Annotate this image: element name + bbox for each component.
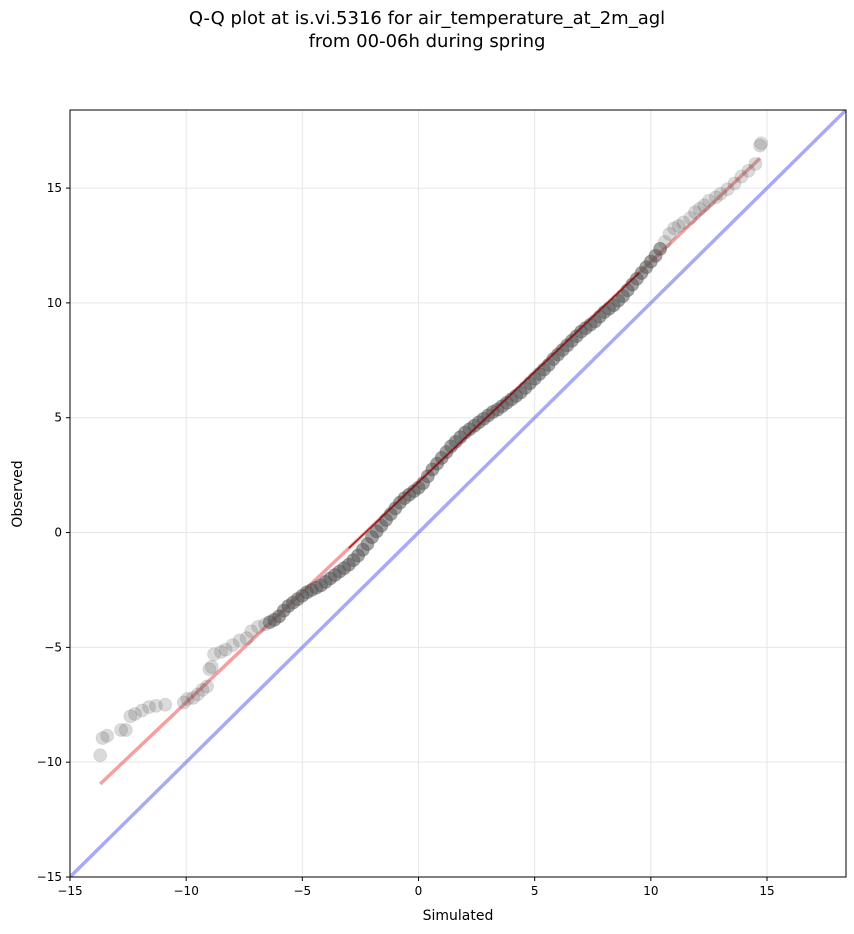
y-tick-label: 0: [54, 526, 62, 540]
quantile-point: [754, 136, 769, 151]
quantile-point: [667, 221, 682, 236]
y-tick-label: 10: [47, 296, 62, 310]
x-tick-label: 10: [643, 884, 658, 898]
chart-subtitle: from 00-06h during spring: [308, 31, 546, 52]
x-tick-label: 0: [415, 884, 423, 898]
quantile-point: [135, 703, 150, 718]
quantile-point: [123, 709, 138, 724]
quantile-point: [683, 210, 698, 225]
quantile-point: [207, 647, 222, 662]
quantile-point: [95, 731, 110, 746]
y-axis-label: Observed: [10, 460, 26, 527]
x-axis-label: Simulated: [423, 908, 494, 924]
quantile-point: [753, 138, 768, 153]
quantile-point: [708, 190, 723, 205]
y-tick-label: −5: [44, 640, 62, 654]
x-tick-label: −5: [293, 884, 311, 898]
quantile-point: [713, 186, 728, 201]
quantile-point: [148, 698, 163, 713]
quantile-point: [692, 201, 707, 216]
y-tick-label: −15: [37, 870, 62, 884]
quantile-point: [232, 633, 247, 648]
quantile-point: [190, 687, 205, 702]
fit-line-overlay: [348, 272, 640, 549]
quantile-point: [225, 638, 240, 653]
x-axis: −15 −10 −5 0 5 10 15: [57, 877, 775, 898]
quantile-point: [202, 662, 217, 677]
x-tick-label: −15: [57, 884, 82, 898]
quantile-point: [701, 193, 716, 208]
quantile-point: [748, 156, 763, 171]
quantile-point: [128, 706, 143, 721]
quantile-point: [734, 169, 749, 184]
quantile-point: [653, 241, 668, 256]
quantile-point: [218, 642, 233, 657]
quantile-point: [204, 659, 219, 674]
quantile-point: [244, 624, 259, 639]
quantile-point: [239, 631, 254, 646]
quantile-point: [727, 176, 742, 191]
quantile-point: [741, 163, 756, 178]
quantile-point: [186, 690, 201, 705]
quantile-point: [118, 723, 133, 738]
quantile-point: [176, 695, 191, 710]
plot-frame: [69, 109, 847, 878]
y-axis: −15 −10 −5 0 5 10 15: [37, 181, 70, 884]
quantile-point: [158, 697, 173, 712]
y-tick-label: 15: [47, 181, 62, 195]
quantile-point: [141, 700, 156, 715]
quantile-point: [657, 235, 672, 250]
quantile-point: [114, 723, 129, 738]
quantile-point: [671, 218, 686, 233]
quantile-point: [214, 644, 229, 659]
y-tick-label: 5: [54, 411, 62, 425]
quantile-point: [200, 679, 215, 694]
chart-title: Q-Q plot at is.vi.5316 for air_temperatu…: [188, 8, 666, 29]
quantile-point: [195, 682, 210, 697]
x-tick-label: 5: [531, 884, 539, 898]
quantile-point: [697, 198, 712, 213]
quantile-point: [251, 619, 266, 634]
quantile-point: [662, 227, 677, 242]
x-tick-label: −10: [174, 884, 199, 898]
quantile-point: [93, 748, 108, 763]
grid-lines: [70, 110, 846, 877]
quantile-points: [93, 136, 769, 763]
quantile-point: [676, 215, 691, 230]
y-tick-label: −10: [37, 755, 62, 769]
quantile-point: [720, 182, 735, 197]
identity-line: [70, 110, 846, 877]
x-tick-label: 15: [759, 884, 774, 898]
quantile-point: [180, 692, 195, 707]
quantile-point: [100, 728, 115, 743]
quantile-point: [687, 205, 702, 220]
